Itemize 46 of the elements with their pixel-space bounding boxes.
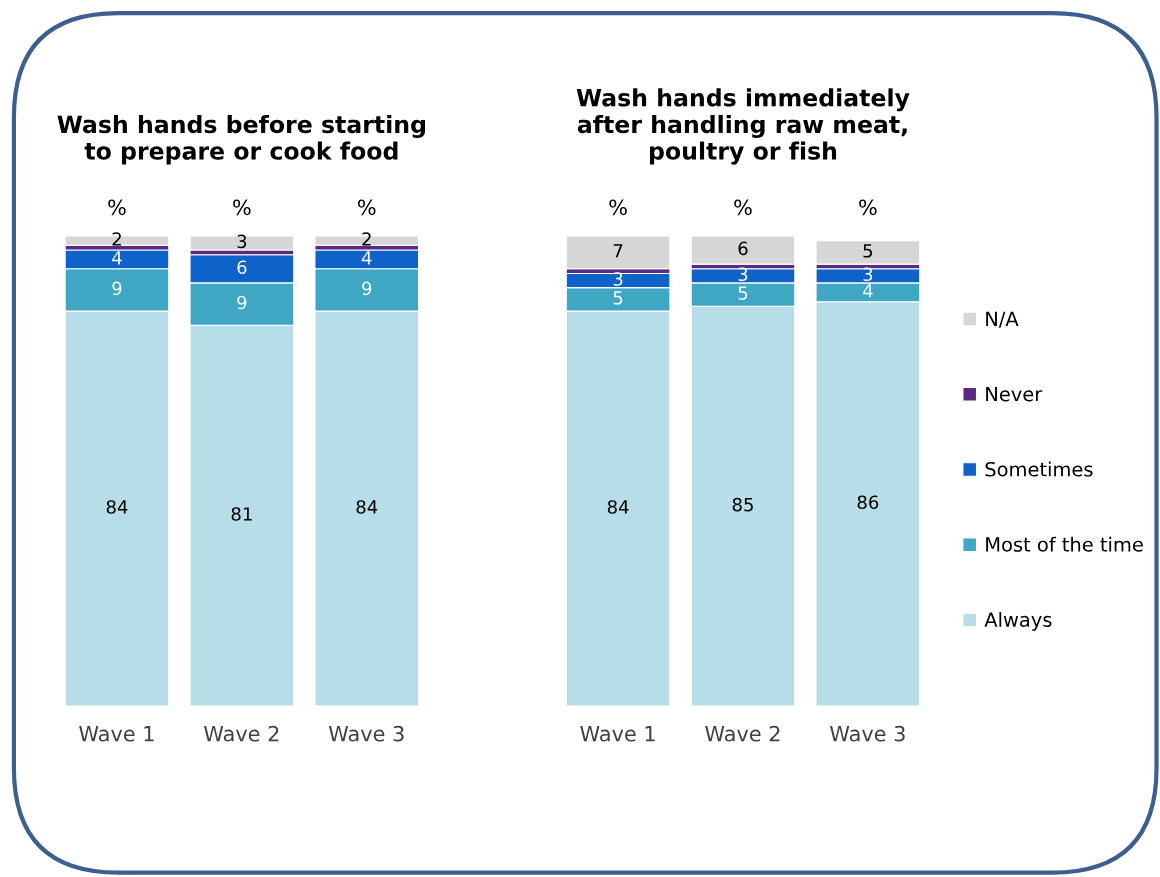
data-label: 81	[231, 507, 252, 521]
data-label: 2	[112, 232, 121, 246]
data-label: 3	[738, 267, 748, 282]
data-label: 5	[863, 244, 873, 258]
data-label: 2	[362, 232, 371, 246]
data-label: 3	[237, 234, 247, 249]
legend-label: Most of the time	[986, 536, 1143, 552]
data-label: 84	[106, 500, 128, 514]
x-tick-label: Wave 1	[580, 726, 655, 742]
data-label: 85	[732, 497, 753, 512]
x-tick-label: Wave 1	[79, 726, 154, 742]
bar	[565, 235, 671, 270]
data-label: 6	[738, 241, 748, 256]
x-tick-label: Wave 2	[705, 725, 780, 742]
data-label: 5	[738, 286, 748, 300]
bar	[690, 235, 796, 265]
data-label: 5	[613, 291, 623, 305]
legend-label: Always	[984, 611, 1052, 631]
annotation: %	[734, 199, 752, 216]
annotation: %	[609, 199, 627, 216]
x-tick-label: Wave 3	[830, 725, 905, 742]
bar	[815, 240, 921, 265]
legend-label: N/A	[986, 311, 1019, 328]
data-label: 3	[863, 267, 873, 282]
data-label: 9	[362, 281, 372, 296]
data-label: 4	[361, 251, 372, 265]
annotation: %	[233, 199, 251, 216]
data-label: 4	[112, 251, 122, 265]
data-label: 86	[857, 495, 879, 510]
chart-title: Wash hands immediately after handling raw meat, poultry or fish	[576, 88, 910, 165]
x-tick-label: Wave 2	[204, 725, 279, 742]
data-label: 7	[613, 244, 623, 258]
chart-title: Wash hands before starting to prepare or cook food	[57, 114, 425, 165]
data-label: 6	[237, 260, 247, 275]
data-label: 9	[112, 281, 122, 296]
x-tick-label: Wave 3	[328, 725, 404, 742]
annotation: %	[108, 199, 126, 216]
annotation: %	[358, 199, 376, 216]
data-label: 84	[607, 500, 629, 514]
data-label: 84	[356, 500, 378, 514]
bar	[189, 235, 295, 251]
annotation: %	[859, 199, 877, 216]
legend-label: Never	[986, 386, 1043, 402]
data-label: 9	[237, 295, 247, 310]
legend-label: Sometimes	[985, 461, 1093, 477]
data-label: 4	[863, 284, 873, 298]
